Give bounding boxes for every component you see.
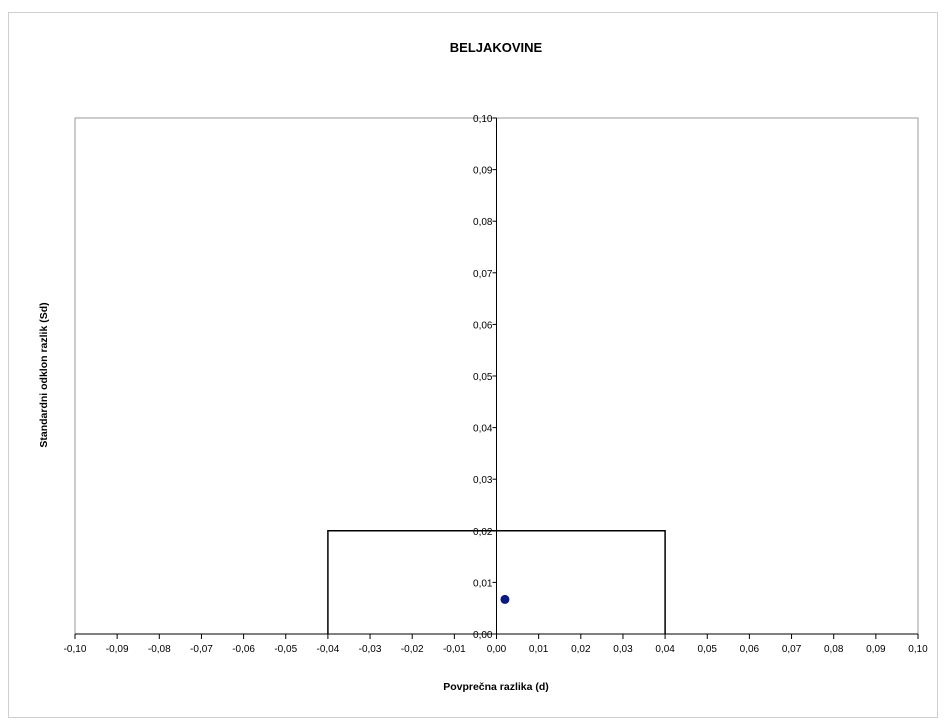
y-tick-label: 0,07 [473, 269, 493, 280]
y-tick-label: 0,05 [473, 372, 493, 383]
y-axis-label: Standardni odklon razlik (Sd) [38, 302, 50, 447]
x-tick-label: 0,03 [613, 644, 633, 655]
data-point [500, 594, 510, 604]
x-tick-label: 0,02 [571, 644, 591, 655]
y-tick-label: 0,06 [473, 320, 493, 331]
x-tick-label: 0,01 [529, 644, 549, 655]
x-tick-label: -0,04 [317, 644, 340, 655]
chart-frame [8, 12, 938, 718]
x-tick-label: -0,07 [190, 644, 213, 655]
y-tick-label: 0,08 [473, 217, 493, 228]
x-tick-label: 0,10 [908, 644, 928, 655]
x-tick-label: -0,08 [148, 644, 171, 655]
data-points [500, 594, 510, 604]
y-tick-label: 0,10 [473, 114, 493, 125]
reference-region [327, 530, 666, 634]
x-tick-label: 0,00 [487, 644, 507, 655]
x-tick-label: 0,04 [655, 644, 675, 655]
x-axis-label: Povprečna razlika (d) [443, 681, 549, 693]
x-tick-label: 0,06 [740, 644, 760, 655]
x-tick-label: 0,07 [782, 644, 802, 655]
y-tick-label: 0,04 [473, 424, 493, 435]
y-tick-label: 0,00 [473, 630, 493, 641]
x-tick-label: -0,01 [443, 644, 466, 655]
axes [74, 117, 919, 639]
x-tick-label: 0,08 [824, 644, 844, 655]
x-tick-label: 0,05 [698, 644, 718, 655]
y-tick-label: 0,09 [473, 166, 493, 177]
y-tick-labels: 0,00 0,01 0,02 0,03 0,04 0,05 0,06 0,07 0,08 0,09… [473, 114, 493, 641]
x-tick-label: 0,09 [866, 644, 886, 655]
y-tick-label: 0,02 [473, 527, 493, 538]
x-tick-label: -0,09 [106, 644, 129, 655]
x-tick-label: -0,06 [232, 644, 255, 655]
x-tick-label: -0,03 [359, 644, 382, 655]
x-tick-label: -0,02 [401, 644, 424, 655]
x-tick-label: -0,10 [64, 644, 87, 655]
chart-title: BELJAKOVINE [450, 40, 543, 55]
x-tick-label: -0,05 [274, 644, 297, 655]
y-tick-label: 0,03 [473, 475, 493, 486]
y-tick-label: 0,01 [473, 578, 493, 589]
reference-region-outline [327, 530, 666, 634]
x-tick-labels: -0,10 -0,09 -0,08 -0,07 -0,06 -0,05 -0,04 -0,03… [64, 644, 929, 655]
